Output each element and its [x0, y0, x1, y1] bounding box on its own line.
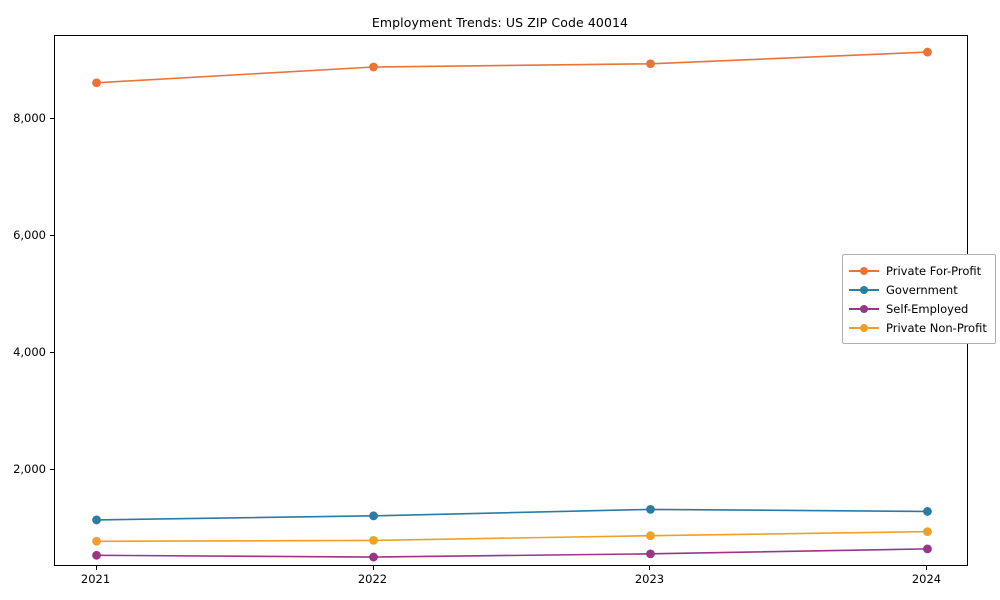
legend-item-label: Private Non-Profit — [886, 320, 987, 335]
data-point-marker — [646, 549, 655, 559]
data-point-marker — [92, 78, 101, 88]
x-axis-tick-label: 2023 — [634, 572, 665, 586]
y-axis-tick-mark — [50, 351, 54, 353]
y-axis-tick-mark — [50, 118, 54, 120]
data-point-marker — [923, 544, 932, 554]
data-point-marker — [923, 507, 932, 516]
legend-marker-icon — [849, 302, 879, 316]
legend-item[interactable]: Self-Employed — [849, 299, 987, 318]
series-group — [92, 527, 932, 546]
x-axis-tick-mark — [372, 566, 374, 570]
y-axis-tick-mark — [50, 468, 54, 470]
legend-item-label: Self-Employed — [886, 301, 969, 316]
x-axis-tick-label: 2021 — [80, 572, 111, 586]
data-point-marker — [646, 531, 655, 541]
y-axis-tick-label: 8,000 — [13, 111, 46, 126]
data-point-marker — [646, 505, 655, 514]
data-point-marker — [923, 47, 932, 57]
series-line — [96, 548, 928, 558]
data-point-marker — [923, 527, 932, 537]
series-group — [92, 505, 932, 525]
legend-marker-icon — [849, 283, 879, 297]
series-line — [96, 530, 928, 543]
data-point-marker — [369, 535, 378, 545]
data-point-marker — [369, 511, 378, 521]
legend-item[interactable]: Private Non-Profit — [849, 318, 987, 337]
data-point-marker — [92, 550, 101, 560]
x-axis-tick-mark — [649, 566, 651, 570]
legend-item[interactable]: Government — [849, 280, 987, 299]
data-point-marker — [369, 62, 378, 72]
x-axis-tick-mark — [95, 566, 97, 570]
series-group — [92, 544, 932, 562]
y-axis-tick-label: 6,000 — [13, 228, 46, 242]
series-group — [92, 47, 932, 88]
series-plot — [92, 47, 932, 562]
x-axis-tick-mark — [926, 566, 928, 570]
legend-item-label: Government — [886, 282, 958, 297]
data-point-marker — [646, 59, 655, 69]
legend-item-label: Private For-Profit — [886, 263, 982, 278]
legend-marker-icon — [849, 264, 879, 278]
plot-area — [54, 35, 968, 566]
chart-title: Employment Trends: US ZIP Code 40014 — [371, 15, 629, 30]
chart-legend: Private For-Profit Government Self-Employe… — [842, 254, 996, 344]
data-point-marker — [92, 515, 101, 525]
y-axis-tick-label: 4,000 — [13, 344, 46, 359]
series-line — [96, 51, 928, 84]
series-line — [96, 508, 928, 521]
data-point-marker — [369, 552, 378, 562]
x-axis-tick-label: 2022 — [357, 572, 388, 586]
x-axis-tick-label: 2024 — [911, 572, 942, 586]
legend-marker-icon — [849, 321, 879, 335]
legend-item[interactable]: Private For-Profit — [849, 261, 987, 280]
y-axis-tick-mark — [50, 235, 54, 236]
data-point-marker — [92, 536, 101, 546]
y-axis-tick-label: 2,000 — [13, 461, 46, 476]
